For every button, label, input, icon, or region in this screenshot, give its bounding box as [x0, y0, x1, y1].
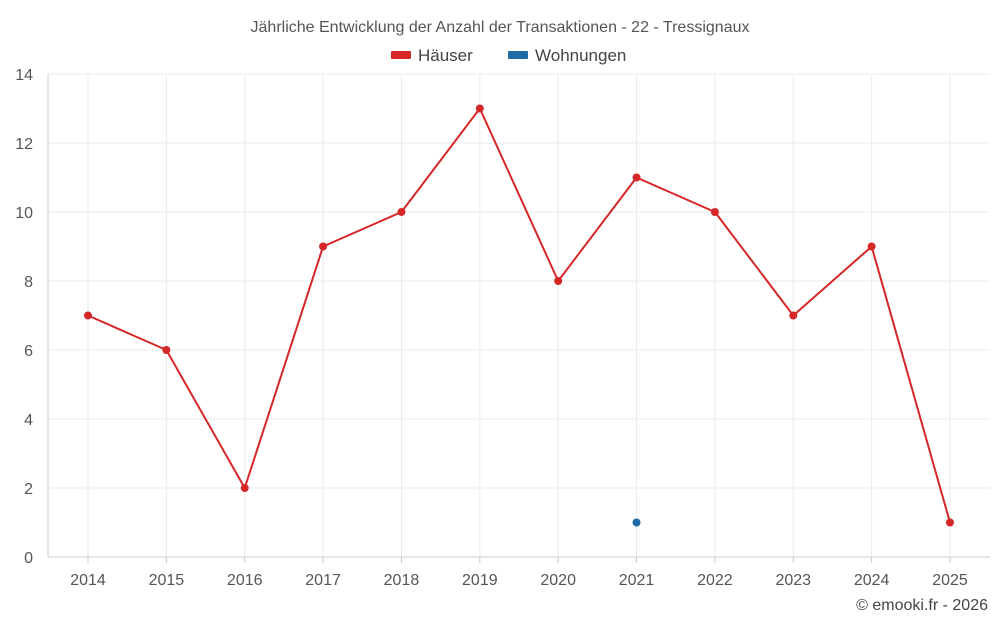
x-tick-label: 2019 [462, 572, 498, 589]
legend-label: Wohnungen [535, 46, 626, 65]
chart-title: Jährliche Entwicklung der Anzahl der Tra… [251, 19, 750, 36]
y-tick-label: 4 [24, 412, 33, 429]
copyright-text: © emooki.fr - 2026 [856, 597, 988, 614]
series-layer [84, 104, 954, 527]
x-tick-label: 2016 [227, 572, 263, 589]
data-point-h-user[interactable] [946, 518, 954, 527]
y-tick-label: 0 [24, 550, 33, 567]
series-h-user [84, 104, 954, 527]
data-point-wohnungen[interactable] [632, 518, 641, 527]
grid [48, 73, 990, 557]
data-point-h-user[interactable] [397, 208, 406, 216]
legend-label: Häuser [418, 46, 473, 65]
x-tick-label: 2015 [149, 572, 185, 589]
x-tick-label: 2022 [697, 572, 733, 589]
data-point-h-user[interactable] [554, 277, 563, 285]
data-point-h-user[interactable] [84, 311, 92, 320]
data-point-h-user[interactable] [632, 173, 641, 182]
series-wohnungen [632, 518, 641, 527]
legend-swatch [508, 51, 528, 59]
legend-item-wohnungen[interactable]: Wohnungen [508, 46, 626, 65]
data-point-h-user[interactable] [867, 242, 876, 251]
y-axis-ticks: 0 2 4 6 8 10 12 14 [15, 67, 33, 567]
x-tick-label: 2020 [540, 572, 576, 589]
y-tick-label: 8 [24, 274, 33, 291]
data-point-h-user[interactable] [789, 311, 798, 320]
axes [47, 74, 990, 563]
data-point-h-user[interactable] [240, 484, 249, 492]
y-tick-label: 14 [15, 67, 33, 84]
x-tick-label: 2023 [775, 572, 811, 589]
x-tick-label: 2017 [305, 572, 341, 589]
x-tick-label: 2014 [70, 572, 106, 589]
x-tick-label: 2024 [854, 572, 890, 589]
y-tick-label: 2 [24, 481, 33, 498]
x-tick-label: 2025 [932, 572, 968, 589]
data-point-h-user[interactable] [475, 104, 484, 113]
legend: Häuser Wohnungen [391, 46, 626, 65]
legend-item-h-user[interactable]: Häuser [391, 46, 473, 65]
data-point-h-user[interactable] [710, 208, 719, 216]
x-axis-ticks: 2014 2015 2016 2017 2018 2019 2020 2021 2022 2023… [70, 572, 968, 589]
data-point-h-user[interactable] [319, 242, 328, 251]
x-tick-label: 2018 [384, 572, 420, 589]
series-line-h-user [87, 107, 951, 523]
y-tick-label: 10 [15, 205, 33, 222]
y-tick-label: 12 [15, 136, 33, 153]
x-tick-label: 2021 [619, 572, 655, 589]
data-point-h-user[interactable] [162, 346, 171, 354]
legend-swatch [391, 51, 411, 59]
y-tick-label: 6 [24, 343, 33, 360]
